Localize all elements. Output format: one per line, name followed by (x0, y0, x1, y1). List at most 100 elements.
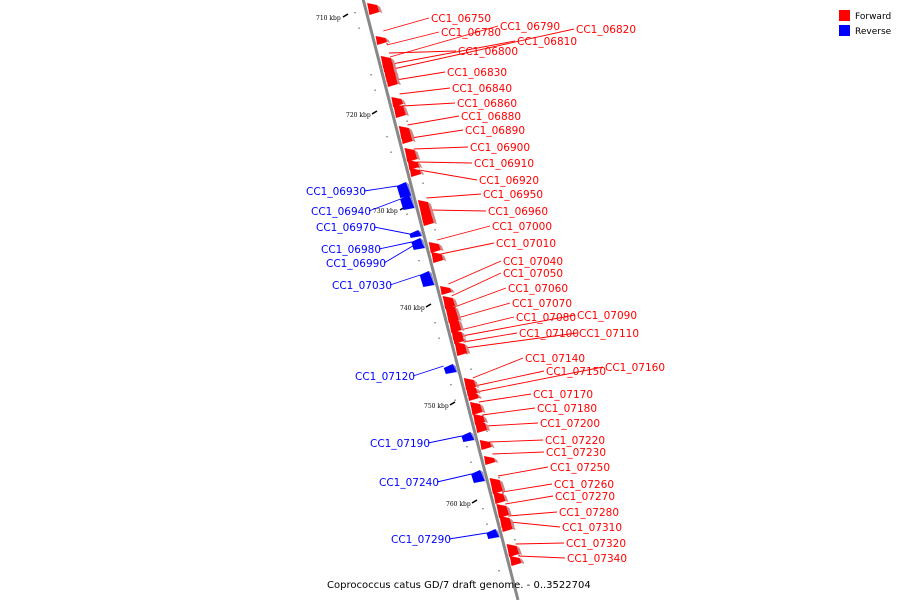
gene-shape-cc1-07090[interactable] (452, 335, 465, 344)
gene-shape-cc1-07170[interactable] (469, 402, 483, 415)
gene-shape-cc1-06750[interactable] (367, 3, 380, 15)
gene-label-cc1-06830[interactable]: CC1_06830 (447, 67, 507, 79)
gene-label-cc1-07250[interactable]: CC1_07250 (550, 462, 610, 474)
gene-label-cc1-07000[interactable]: CC1_07000 (492, 221, 552, 233)
gene-label-cc1-07090[interactable]: CC1_07090 (577, 310, 637, 322)
gene-shape-cc1-07030[interactable] (419, 271, 435, 287)
tick-mark (371, 110, 378, 115)
gene-label-cc1-06810[interactable]: CC1_06810 (517, 36, 577, 48)
gene-label-cc1-07170[interactable]: CC1_07170 (533, 389, 593, 401)
gene-label-cc1-06930[interactable]: CC1_06930 (306, 186, 366, 198)
gene-shape-cc1-07310[interactable] (500, 522, 513, 532)
gene-label-cc1-07220[interactable]: CC1_07220 (545, 435, 605, 447)
gene-shape-cc1-07220[interactable] (479, 440, 492, 450)
gene-shape-cc1-06920[interactable] (409, 168, 422, 177)
gene-shape-cc1-07270[interactable] (496, 504, 510, 518)
gene-shape-cc1-06990[interactable] (412, 242, 425, 250)
gene-label-cc1-06880[interactable]: CC1_06880 (461, 111, 521, 123)
leader-line (463, 332, 518, 343)
gene-label-cc1-07200[interactable]: CC1_07200 (540, 418, 600, 430)
gene-label-cc1-07150[interactable]: CC1_07150 (546, 366, 606, 378)
gene-label-cc1-06780[interactable]: CC1_06780 (441, 27, 501, 39)
gene-shape-cc1-06860[interactable] (393, 104, 406, 118)
gene-label-cc1-06920[interactable]: CC1_06920 (479, 175, 539, 187)
gene-label-cc1-07030[interactable]: CC1_07030 (332, 280, 392, 292)
gene-shape-cc1-07040[interactable] (440, 286, 452, 295)
gene-shape-cc1-07010[interactable] (431, 252, 444, 263)
gene-shape-cc1-06940[interactable] (400, 195, 415, 210)
gene-shape-cc1-07260[interactable] (493, 492, 506, 504)
gene-shape-cc1-07120[interactable] (443, 364, 457, 374)
gene-label-cc1-07190[interactable]: CC1_07190 (370, 438, 430, 450)
gene-label-cc1-06950[interactable]: CC1_06950 (483, 189, 543, 201)
gene-label-cc1-06750[interactable]: CC1_06750 (431, 13, 491, 25)
gene-shape-cc1-07230[interactable] (483, 456, 496, 465)
gene-shape-cc1-07240[interactable] (471, 470, 485, 483)
gene-shape-cc1-07340[interactable] (509, 556, 522, 566)
gene-label-cc1-07230[interactable]: CC1_07230 (546, 447, 606, 459)
gene-label-cc1-07280[interactable]: CC1_07280 (559, 507, 619, 519)
gene-label-cc1-07160[interactable]: CC1_07160 (605, 362, 665, 374)
gene-shape-cc1-06910[interactable] (407, 160, 420, 170)
gene-label-cc1-07320[interactable]: CC1_07320 (566, 538, 626, 550)
gene-label-cc1-07310[interactable]: CC1_07310 (562, 522, 622, 534)
gene-label-cc1-07100[interactable]: CC1_07100 (519, 328, 579, 340)
gene-label-cc1-07340[interactable]: CC1_07340 (567, 553, 627, 565)
gene-shape-cc1-07320[interactable] (506, 544, 520, 557)
gene-label-cc1-06800[interactable]: CC1_06800 (458, 46, 518, 58)
gene-label-cc1-07040[interactable]: CC1_07040 (503, 256, 563, 268)
track-dot (450, 384, 452, 386)
gene-label-cc1-06890[interactable]: CC1_06890 (465, 125, 525, 137)
leader-line (472, 357, 524, 379)
gene-label-cc1-06980[interactable]: CC1_06980 (321, 244, 381, 256)
gene-shape-cc1-07200[interactable] (474, 421, 488, 433)
gene-label-cc1-07290[interactable]: CC1_07290 (391, 534, 451, 546)
gene-label-cc1-06960[interactable]: CC1_06960 (488, 206, 548, 218)
gene-label-cc1-07050[interactable]: CC1_07050 (503, 268, 563, 280)
gene-label-cc1-07120[interactable]: CC1_07120 (355, 371, 415, 383)
gene-shape-cc1-06810[interactable] (383, 66, 396, 78)
gene-label-cc1-07060[interactable]: CC1_07060 (508, 283, 568, 295)
gene-label-cc1-06860[interactable]: CC1_06860 (457, 98, 517, 110)
gene-label-cc1-06910[interactable]: CC1_06910 (474, 158, 534, 170)
gene-shape-cc1-06960[interactable] (420, 212, 434, 226)
gene-label-cc1-07070[interactable]: CC1_07070 (512, 298, 572, 310)
gene-label-cc1-06970[interactable]: CC1_06970 (316, 222, 376, 234)
leader-line (451, 272, 502, 297)
gene-shape-cc1-07290[interactable] (486, 529, 500, 539)
gene-label-cc1-07010[interactable]: CC1_07010 (496, 238, 556, 250)
gene-label-cc1-07110[interactable]: CC1_07110 (579, 328, 639, 340)
gene-label-cc1-06840[interactable]: CC1_06840 (452, 83, 512, 95)
gene-label-cc1-07260[interactable]: CC1_07260 (554, 479, 614, 491)
gene-shape-cc1-06900[interactable] (404, 148, 418, 162)
gene-shape-shade (441, 254, 447, 261)
gene-shape-cc1-07070[interactable] (448, 318, 462, 333)
gene-shape-cc1-07250[interactable] (489, 478, 503, 494)
gene-label-cc1-06900[interactable]: CC1_06900 (470, 142, 530, 154)
gene-label-cc1-07240[interactable]: CC1_07240 (379, 477, 439, 489)
gene-shape-cc1-06890[interactable] (400, 132, 413, 144)
leader-line (460, 316, 515, 331)
gene-label-cc1-06790[interactable]: CC1_06790 (500, 21, 560, 33)
gene-shape-cc1-07000[interactable] (428, 242, 441, 253)
gene-label-cc1-07180[interactable]: CC1_07180 (537, 403, 597, 415)
gene-label-cc1-07270[interactable]: CC1_07270 (555, 491, 615, 503)
gene-shape-cc1-06930[interactable] (396, 182, 412, 198)
gene-shape-cc1-06780[interactable] (375, 36, 388, 45)
genome-caption: Coprococcus catus GD/7 draft genome. - 0… (327, 580, 591, 591)
leader-line (426, 193, 482, 199)
gene-shape-shade (475, 388, 481, 394)
gene-shape-cc1-06970[interactable] (409, 230, 422, 238)
gene-shape-cc1-07160[interactable] (467, 392, 479, 401)
gene-shape-cc1-06830[interactable] (385, 76, 398, 87)
gene-label-cc1-06990[interactable]: CC1_06990 (326, 258, 386, 270)
gene-label-cc1-06820[interactable]: CC1_06820 (576, 24, 636, 36)
gene-shape-cc1-07110[interactable] (456, 348, 468, 356)
leader-line (399, 87, 451, 95)
gene-label-cc1-07140[interactable]: CC1_07140 (525, 353, 585, 365)
gene-shape-cc1-06800[interactable] (380, 56, 394, 68)
gene-shape-cc1-07190[interactable] (461, 432, 475, 442)
gene-shape-shade (506, 506, 513, 516)
gene-label-cc1-07080[interactable]: CC1_07080 (516, 312, 576, 324)
gene-label-cc1-06940[interactable]: CC1_06940 (311, 206, 371, 218)
